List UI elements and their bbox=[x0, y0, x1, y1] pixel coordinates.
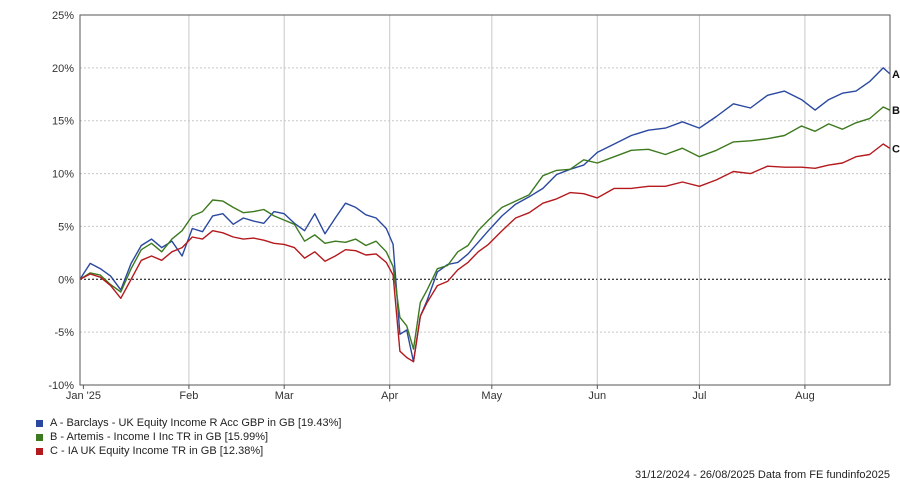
series-line-c bbox=[79, 143, 891, 363]
y-tick-label: 10% bbox=[52, 169, 74, 181]
line-chart: -10% -5% 0% 5% 10% 15% 20% 25% Jan '25 Feb Mar Apr… bbox=[48, 10, 900, 402]
x-tick-label: May bbox=[481, 390, 502, 402]
y-tick-label: 20% bbox=[52, 63, 74, 75]
legend-label-b: B - Artemis - Income I Inc TR in GB [15.… bbox=[50, 431, 269, 443]
x-tick-label: Jan '25 bbox=[66, 390, 101, 402]
legend-item-c: C - IA UK Equity Income TR in GB [12.38%… bbox=[36, 444, 341, 458]
legend-swatch-a bbox=[36, 419, 43, 427]
x-tick-label: Mar bbox=[275, 390, 294, 402]
legend-item-a: A - Barclays - UK Equity Income R Acc GB… bbox=[36, 416, 341, 430]
y-tick-label: 5% bbox=[58, 221, 74, 233]
plot-frame bbox=[79, 14, 891, 386]
x-axis-tick-labels: Jan '25 Feb Mar Apr May Jun Jul Aug bbox=[66, 390, 815, 402]
series-line-a bbox=[79, 67, 891, 363]
legend: A - Barclays - UK Equity Income R Acc GB… bbox=[36, 416, 341, 458]
legend-label-a: A - Barclays - UK Equity Income R Acc GB… bbox=[50, 417, 342, 429]
x-tick-label: Feb bbox=[179, 390, 198, 402]
x-tick-label: Jun bbox=[588, 390, 606, 402]
footer-date-range-source: 31/12/2024 - 26/08/2025 Data from FE fun… bbox=[634, 469, 890, 481]
series-end-label-a: A bbox=[892, 69, 900, 81]
legend-swatch-c bbox=[36, 447, 43, 455]
x-tick-label: Apr bbox=[381, 390, 398, 402]
y-axis-tick-labels: -10% -5% 0% 5% 10% 15% 20% 25% bbox=[48, 10, 74, 392]
series-end-label-c: C bbox=[892, 143, 900, 155]
grid-lines bbox=[80, 14, 890, 389]
series-end-labels: A B C bbox=[892, 69, 900, 156]
series-line-b bbox=[79, 106, 891, 350]
x-tick-label: Aug bbox=[795, 390, 815, 402]
legend-label-c: C - IA UK Equity Income TR in GB [12.38%… bbox=[50, 445, 264, 457]
y-tick-label: 25% bbox=[52, 10, 74, 22]
legend-swatch-b bbox=[36, 433, 43, 441]
y-tick-label: -5% bbox=[54, 327, 74, 339]
series-lines bbox=[79, 67, 891, 363]
y-tick-label: 0% bbox=[58, 274, 74, 286]
legend-item-b: B - Artemis - Income I Inc TR in GB [15.… bbox=[36, 430, 341, 444]
series-end-label-b: B bbox=[892, 105, 900, 117]
x-tick-label: Jul bbox=[692, 390, 706, 402]
y-tick-label: 15% bbox=[52, 116, 74, 128]
y-tick-label: -10% bbox=[48, 380, 74, 392]
